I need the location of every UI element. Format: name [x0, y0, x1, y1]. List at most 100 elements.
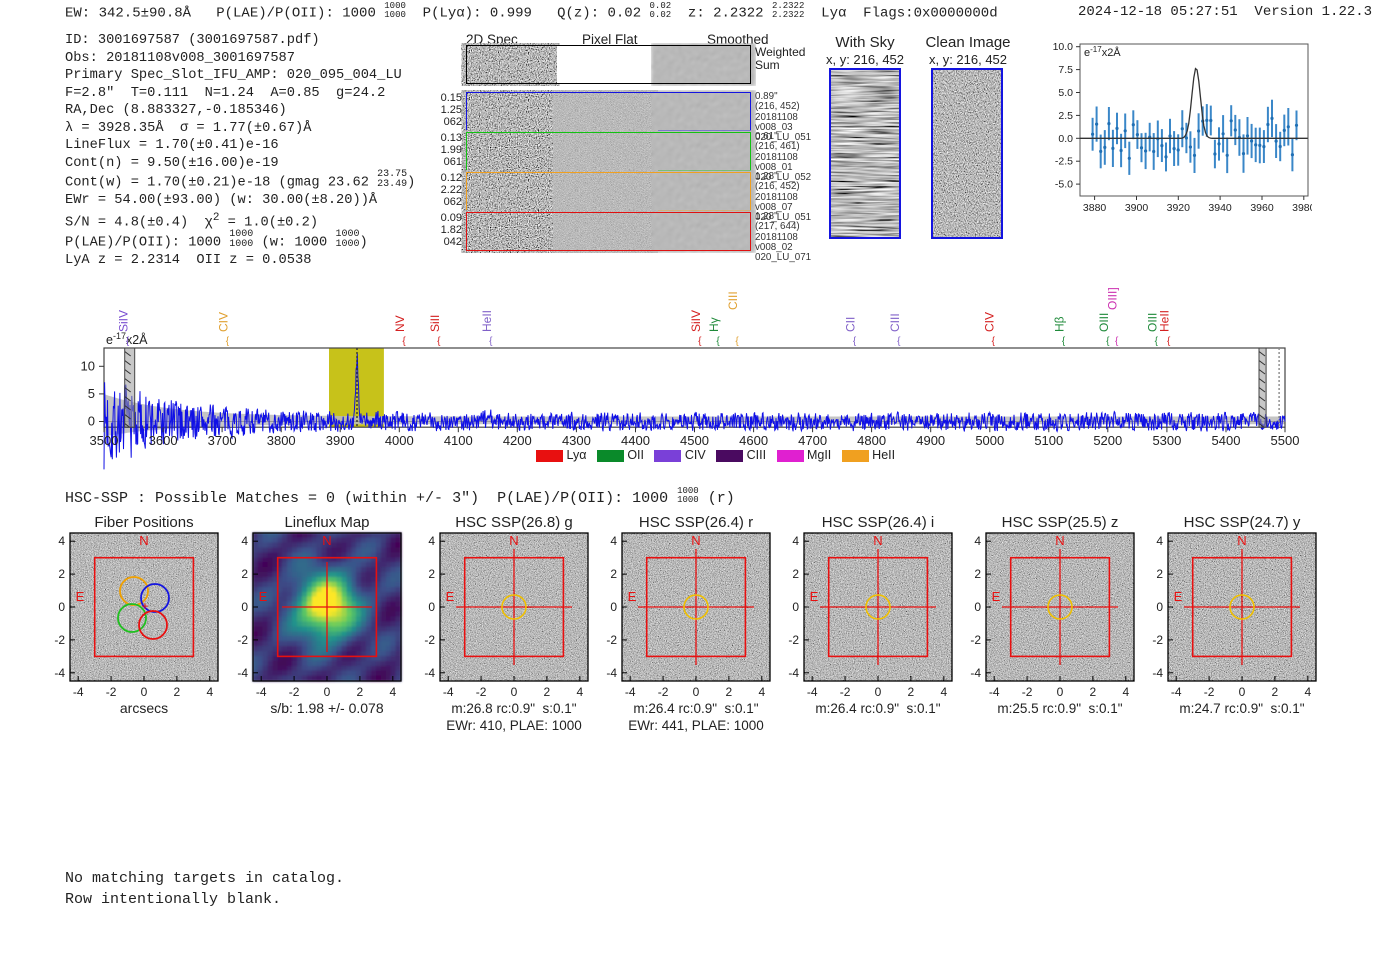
- svg-text:2: 2: [357, 685, 364, 699]
- svg-text:5300: 5300: [1152, 433, 1181, 448]
- svg-text:4000: 4000: [385, 433, 414, 448]
- svg-text:OIII]: OIII]: [1106, 287, 1120, 310]
- svg-text:3700: 3700: [208, 433, 237, 448]
- svg-text:4300: 4300: [562, 433, 591, 448]
- svg-text:-2: -2: [54, 633, 65, 647]
- svg-text:4500: 4500: [680, 433, 709, 448]
- svg-text:3900: 3900: [326, 433, 355, 448]
- svg-text:4: 4: [940, 685, 947, 699]
- svg-text:5000: 5000: [975, 433, 1004, 448]
- svg-text:N: N: [509, 533, 518, 548]
- svg-text:N: N: [1055, 533, 1064, 548]
- svg-text:-4: -4: [807, 685, 818, 699]
- svg-text:2: 2: [1156, 567, 1163, 581]
- svg-text:-4: -4: [424, 666, 435, 680]
- svg-text:SiII: SiII: [428, 315, 442, 332]
- svg-text:-4: -4: [256, 685, 267, 699]
- svg-text:10: 10: [81, 358, 95, 373]
- svg-text:3600: 3600: [149, 433, 178, 448]
- svg-text:3900: 3900: [1125, 202, 1149, 213]
- svg-text:0: 0: [1057, 685, 1064, 699]
- svg-text:{: {: [489, 336, 493, 347]
- svg-text:2: 2: [544, 685, 551, 699]
- svg-text:{: {: [437, 336, 441, 347]
- svg-text:CIV: CIV: [216, 312, 230, 332]
- svg-text:{: {: [992, 336, 996, 347]
- svg-text:-2.5: -2.5: [1055, 156, 1073, 168]
- svg-text:E: E: [628, 589, 637, 604]
- svg-text:e-17x2Å: e-17x2Å: [1084, 45, 1121, 60]
- svg-text:-2: -2: [289, 685, 300, 699]
- svg-text:-4: -4: [73, 685, 84, 699]
- svg-text:2: 2: [1272, 685, 1279, 699]
- svg-text:0: 0: [610, 600, 617, 614]
- svg-text:3940: 3940: [1208, 202, 1232, 213]
- svg-text:2: 2: [610, 567, 617, 581]
- svg-text:2: 2: [726, 685, 733, 699]
- svg-text:-2: -2: [1204, 685, 1215, 699]
- svg-text:CIV: CIV: [982, 312, 996, 332]
- svg-text:-5.0: -5.0: [1055, 179, 1073, 191]
- svg-text:4800: 4800: [857, 433, 886, 448]
- svg-text:N: N: [1237, 533, 1246, 548]
- svg-text:OIII: OIII: [1097, 313, 1111, 332]
- svg-text:-2: -2: [658, 685, 669, 699]
- svg-text:0: 0: [693, 685, 700, 699]
- svg-text:-2: -2: [1022, 685, 1033, 699]
- svg-text:4200: 4200: [503, 433, 532, 448]
- svg-text:4: 4: [428, 534, 435, 548]
- svg-text:4: 4: [206, 685, 213, 699]
- svg-text:CIII: CIII: [888, 313, 902, 332]
- svg-text:N: N: [139, 533, 148, 548]
- svg-text:-4: -4: [443, 685, 454, 699]
- svg-text:SiIV: SiIV: [117, 310, 131, 332]
- svg-text:4: 4: [792, 534, 799, 548]
- svg-text:4700: 4700: [798, 433, 827, 448]
- svg-text:-4: -4: [1171, 685, 1182, 699]
- svg-text:0: 0: [792, 600, 799, 614]
- svg-text:-2: -2: [606, 633, 617, 647]
- svg-text:4600: 4600: [739, 433, 768, 448]
- svg-text:2: 2: [58, 567, 65, 581]
- svg-text:HeII: HeII: [480, 310, 494, 332]
- svg-text:N: N: [873, 533, 882, 548]
- svg-text:-2: -2: [476, 685, 487, 699]
- svg-text:-2: -2: [237, 633, 248, 647]
- svg-text:{: {: [402, 336, 406, 347]
- svg-text:4: 4: [758, 685, 765, 699]
- svg-text:5500: 5500: [1271, 433, 1300, 448]
- svg-text:0: 0: [875, 685, 882, 699]
- svg-text:4: 4: [241, 534, 248, 548]
- svg-text:5: 5: [88, 386, 95, 401]
- svg-text:{: {: [716, 336, 720, 347]
- svg-text:-4: -4: [788, 666, 799, 680]
- svg-text:2.5: 2.5: [1058, 110, 1073, 122]
- svg-text:-4: -4: [625, 685, 636, 699]
- svg-text:0: 0: [324, 685, 331, 699]
- svg-text:Hγ: Hγ: [707, 317, 721, 332]
- svg-text:-2: -2: [970, 633, 981, 647]
- svg-text:NV: NV: [393, 315, 407, 332]
- svg-text:4900: 4900: [916, 433, 945, 448]
- svg-text:HeII: HeII: [1158, 310, 1172, 332]
- svg-text:{: {: [897, 336, 901, 347]
- svg-text:2: 2: [1090, 685, 1097, 699]
- svg-text:4: 4: [610, 534, 617, 548]
- svg-text:4: 4: [1122, 685, 1129, 699]
- svg-text:{: {: [226, 336, 230, 347]
- svg-text:5100: 5100: [1034, 433, 1063, 448]
- svg-text:5200: 5200: [1093, 433, 1122, 448]
- svg-text:4: 4: [576, 685, 583, 699]
- svg-text:3800: 3800: [267, 433, 296, 448]
- svg-text:0.0: 0.0: [1058, 133, 1073, 145]
- svg-text:5.0: 5.0: [1058, 87, 1073, 99]
- svg-text:5400: 5400: [1212, 433, 1241, 448]
- svg-text:E: E: [1174, 589, 1183, 604]
- svg-text:3500: 3500: [90, 433, 119, 448]
- svg-text:4: 4: [1304, 685, 1311, 699]
- svg-text:-2: -2: [106, 685, 117, 699]
- svg-text:{: {: [1062, 336, 1066, 347]
- svg-text:E: E: [992, 589, 1001, 604]
- svg-text:0: 0: [428, 600, 435, 614]
- svg-text:3960: 3960: [1250, 202, 1274, 213]
